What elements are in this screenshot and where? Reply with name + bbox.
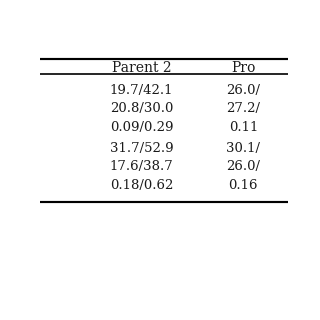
Text: 31.7/52.9: 31.7/52.9 <box>110 141 173 155</box>
Text: Parent 2: Parent 2 <box>112 61 172 75</box>
Text: Pro: Pro <box>231 61 256 75</box>
Text: 17.6/38.7: 17.6/38.7 <box>110 160 173 173</box>
Text: 20.8/30.0: 20.8/30.0 <box>110 102 173 115</box>
Text: 0.16: 0.16 <box>228 179 258 191</box>
Text: 26.0/: 26.0/ <box>226 84 260 97</box>
Text: 26.0/: 26.0/ <box>226 160 260 173</box>
Text: 0.11: 0.11 <box>229 121 258 134</box>
Text: 0.18/0.62: 0.18/0.62 <box>110 179 173 191</box>
Text: 19.7/42.1: 19.7/42.1 <box>110 84 173 97</box>
Text: 30.1/: 30.1/ <box>226 141 260 155</box>
Text: 27.2/: 27.2/ <box>226 102 260 115</box>
Text: 0.09/0.29: 0.09/0.29 <box>110 121 173 134</box>
